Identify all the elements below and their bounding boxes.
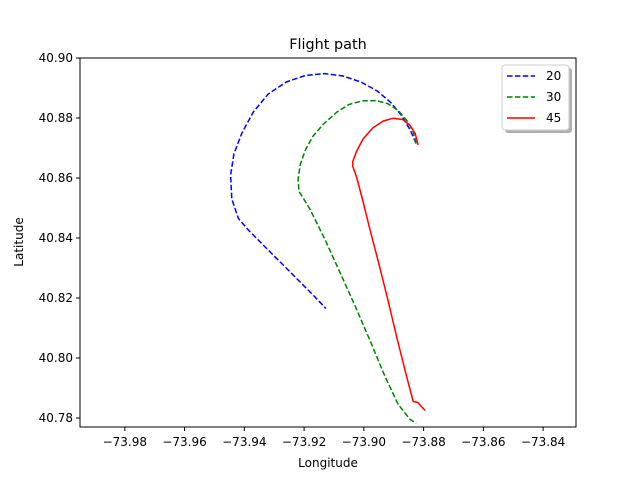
y-tick-label: 40.88: [39, 111, 73, 125]
legend-label: 30: [546, 90, 561, 104]
y-axis-ticks: 40.78 40.80 40.82 40.84 40.86 40.88 40.90: [39, 51, 80, 425]
legend: 20 30 45: [501, 64, 572, 133]
y-tick-label: 40.80: [39, 351, 73, 365]
series-layer: [229, 72, 426, 425]
legend-label: 20: [546, 69, 561, 83]
x-tick-label: −73.92: [282, 435, 326, 449]
y-tick-label: 40.86: [39, 171, 73, 185]
x-tick-label: −73.94: [222, 435, 266, 449]
y-tick-label: 40.84: [39, 231, 73, 245]
legend-entries: 20 30 45: [507, 69, 561, 125]
x-axis-ticks: −73.98 −73.96 −73.94 −73.92 −73.90 −73.88 −73.…: [103, 427, 565, 449]
x-tick-label: −73.88: [401, 435, 445, 449]
x-tick-label: −73.84: [521, 435, 565, 449]
x-tick-label: −73.98: [103, 435, 147, 449]
y-tick-label: 40.78: [39, 411, 73, 425]
plot-frame: [79, 57, 577, 428]
x-tick-label: −73.96: [162, 435, 206, 449]
legend-label: 45: [546, 111, 561, 125]
x-tick-label: −73.90: [342, 435, 386, 449]
x-tick-label: −73.86: [461, 435, 505, 449]
y-tick-label: 40.90: [39, 51, 73, 65]
series-line-30: [297, 99, 417, 425]
series-line-20: [229, 72, 417, 310]
x-axis-label: Longitude: [298, 456, 358, 470]
legend-box: [501, 64, 570, 131]
chart-title: Flight path: [289, 37, 366, 53]
y-axis-label: Latitude: [12, 217, 26, 266]
series-line-45: [352, 117, 426, 412]
y-tick-label: 40.82: [39, 291, 73, 305]
